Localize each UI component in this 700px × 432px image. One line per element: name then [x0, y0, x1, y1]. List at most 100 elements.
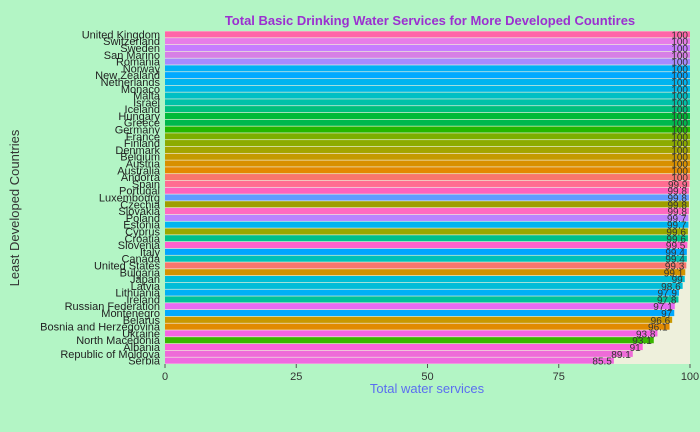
- bar: [165, 323, 670, 330]
- y-tick-label: Slovakia: [118, 206, 160, 218]
- bar: [165, 330, 658, 337]
- y-tick-label: Estonia: [123, 220, 161, 232]
- bar: [165, 44, 690, 52]
- data-label: 100: [671, 105, 688, 116]
- bar: [165, 235, 688, 242]
- y-tick-label: Lithuania: [115, 288, 161, 300]
- y-tick-label: Andorra: [121, 172, 161, 184]
- data-label: 98.6: [661, 282, 681, 293]
- bar: [165, 289, 679, 296]
- bar: [165, 167, 690, 174]
- data-label: 100: [671, 139, 688, 150]
- data-label: 99.8: [667, 207, 687, 218]
- bar: [165, 146, 690, 153]
- x-tick-label: 75: [553, 371, 565, 383]
- y-tick-label: Netherlands: [101, 77, 161, 89]
- bar: [165, 187, 689, 194]
- data-label: 100: [671, 30, 688, 41]
- y-tick-label: Switzerland: [103, 36, 160, 48]
- bar: [165, 112, 690, 120]
- data-label: 99.8: [667, 194, 687, 205]
- data-label: 97.9: [658, 289, 678, 300]
- y-tick-label: Belgium: [120, 152, 160, 164]
- y-tick-label: Croatia: [125, 233, 161, 245]
- data-label: 100: [671, 37, 688, 48]
- y-tick-label: Monaco: [121, 84, 160, 96]
- bar: [165, 140, 690, 147]
- bars: [165, 31, 690, 364]
- data-label: 100: [671, 153, 688, 164]
- y-tick-label: Hungary: [118, 111, 160, 123]
- y-tick-label: North Macedonia: [76, 335, 161, 347]
- bar: [165, 262, 687, 269]
- y-tick-label: Italy: [140, 247, 161, 259]
- y-tick-label: Australia: [117, 165, 161, 177]
- y-tick-label: Bulgaria: [120, 267, 161, 279]
- data-label: 97: [661, 309, 673, 320]
- data-label: 100: [671, 119, 688, 130]
- bar: [165, 119, 690, 126]
- y-tick-label: Romania: [116, 57, 161, 69]
- data-label: 100: [671, 98, 688, 109]
- data-label: 99: [672, 275, 684, 286]
- data-label: 97.8: [657, 295, 677, 306]
- data-label: 100: [671, 44, 688, 55]
- bar: [165, 214, 689, 221]
- y-tick-label: Austria: [126, 159, 161, 171]
- data-label: 99.1: [664, 268, 684, 279]
- data-label: 100: [671, 126, 688, 137]
- y-tick-label: Iceland: [125, 104, 160, 116]
- y-tick-label: Germany: [115, 125, 161, 137]
- y-tick-label: Sweden: [120, 43, 160, 55]
- data-label: 100: [671, 85, 688, 96]
- bar: [165, 106, 690, 113]
- data-label: 99.6: [666, 234, 686, 245]
- bar: [165, 228, 688, 235]
- y-tick-label: Japan: [130, 274, 160, 286]
- bar: [165, 194, 689, 201]
- data-label: 85.5: [592, 357, 612, 368]
- data-label: 100: [671, 58, 688, 69]
- data-label: 93.8: [636, 329, 656, 340]
- y-tick-label: Russian Federation: [65, 301, 160, 313]
- data-label: 99.7: [667, 214, 687, 225]
- data-label: 99.7: [667, 221, 687, 232]
- x-tick-label: 50: [421, 371, 433, 383]
- y-tick-label: New Zealand: [95, 70, 160, 82]
- y-tick-label: Slovenia: [118, 240, 161, 252]
- data-label: 100: [671, 166, 688, 177]
- y-axis-title: Least Developed Countries: [7, 129, 22, 286]
- data-label: 99.4: [665, 255, 685, 266]
- bar: [165, 343, 643, 351]
- bar: [165, 174, 690, 181]
- data-label: 100: [671, 64, 688, 75]
- bar: [165, 309, 675, 317]
- y-tick-label: France: [126, 131, 160, 143]
- data-label: 99.9: [668, 180, 688, 191]
- y-tick-label: Bosnia and Herzegovina: [40, 322, 161, 334]
- bar: [165, 153, 690, 160]
- data-label: 100: [671, 78, 688, 89]
- data-label: 96.1: [648, 323, 668, 334]
- data-label: 100: [671, 112, 688, 123]
- y-tick-label: Poland: [126, 213, 160, 225]
- data-label: 97.1: [653, 302, 673, 313]
- y-tick-label: United Kingdom: [82, 29, 160, 41]
- chart-title: Total Basic Drinking Water Services for …: [225, 13, 635, 28]
- y-tick-label: Luxembourg: [99, 193, 160, 205]
- data-label: 89.1: [611, 350, 631, 361]
- data-label: 99.8: [667, 187, 687, 198]
- data-label: 99.5: [666, 241, 686, 252]
- data-label: 93.1: [632, 336, 652, 347]
- bar: [165, 316, 673, 323]
- y-tick-label: Cyprus: [125, 226, 160, 238]
- bar: [165, 133, 690, 140]
- bar: [165, 180, 690, 187]
- bar: [165, 51, 690, 58]
- bar: [165, 78, 690, 86]
- y-tick-label: Finland: [124, 138, 160, 150]
- y-tick-label: Greece: [124, 118, 160, 130]
- data-label: 99.3: [665, 261, 685, 272]
- bar: [165, 337, 654, 344]
